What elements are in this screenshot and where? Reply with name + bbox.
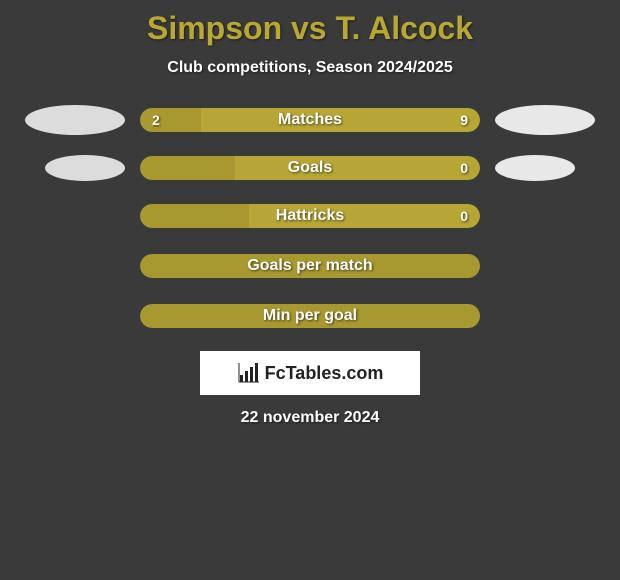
chart-icon — [237, 361, 261, 385]
stat-row: Goals per match — [0, 251, 620, 281]
stat-value-right: 0 — [460, 208, 468, 224]
stat-row: Min per goal — [0, 301, 620, 331]
stat-label: Matches — [278, 111, 342, 129]
stat-bar: Goals 0 — [140, 156, 480, 180]
player-left-avatar — [25, 105, 125, 135]
stat-value-right: 9 — [460, 112, 468, 128]
page-title: Simpson vs T. Alcock — [0, 10, 620, 47]
bar-left-segment — [140, 108, 201, 132]
stat-rows: Matches 2 9 Goals 0 Hattricks 0 Goals per match… — [0, 105, 620, 331]
stat-label: Hattricks — [276, 207, 344, 225]
bar-left-segment — [140, 156, 235, 180]
avatar-placeholder — [495, 301, 595, 331]
bar-left-segment — [140, 204, 249, 228]
subtitle: Club competitions, Season 2024/2025 — [0, 59, 620, 77]
stat-bar: Min per goal — [140, 304, 480, 328]
player-right-avatar — [495, 105, 595, 135]
stat-row: Matches 2 9 — [0, 105, 620, 135]
stat-bar: Goals per match — [140, 254, 480, 278]
stat-row: Hattricks 0 — [0, 201, 620, 231]
player-left-avatar — [45, 155, 125, 181]
player-right-avatar — [495, 155, 575, 181]
comparison-widget: Simpson vs T. Alcock Club competitions, … — [0, 0, 620, 427]
stat-bar: Hattricks 0 — [140, 204, 480, 228]
logo-box[interactable]: FcTables.com — [200, 351, 420, 395]
stat-label: Goals per match — [247, 257, 372, 275]
avatar-placeholder — [495, 251, 595, 281]
stat-bar: Matches 2 9 — [140, 108, 480, 132]
avatar-placeholder — [25, 251, 125, 281]
avatar-placeholder — [25, 201, 125, 231]
bar-right-segment — [235, 156, 480, 180]
stat-label: Goals — [288, 159, 332, 177]
date-label: 22 november 2024 — [0, 409, 620, 427]
avatar-placeholder — [495, 201, 595, 231]
stat-value-left: 2 — [152, 112, 160, 128]
stat-value-right: 0 — [460, 160, 468, 176]
avatar-placeholder — [25, 301, 125, 331]
logo-text: FcTables.com — [265, 363, 384, 384]
stat-row: Goals 0 — [0, 155, 620, 181]
stat-label: Min per goal — [263, 307, 357, 325]
